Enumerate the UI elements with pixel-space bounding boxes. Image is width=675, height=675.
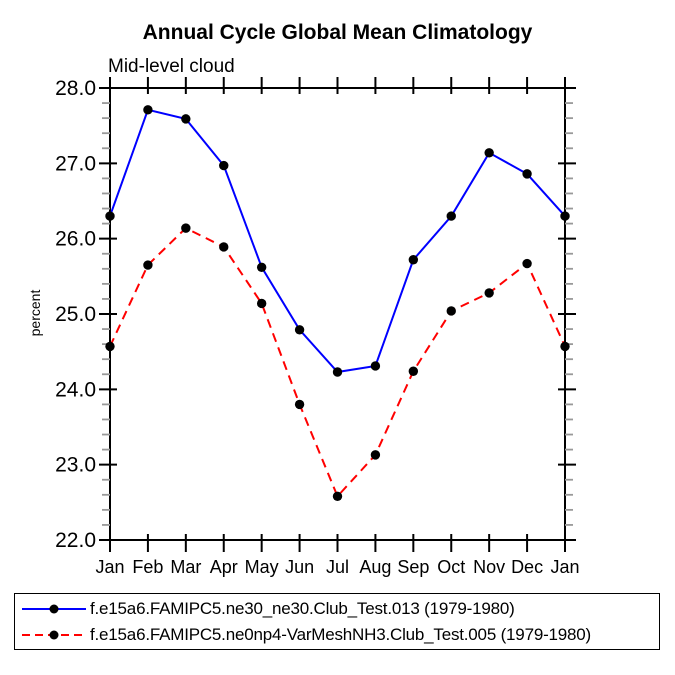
x-tick-label: Mar — [170, 557, 201, 577]
data-point-marker — [560, 341, 570, 352]
series-line-1 — [109, 226, 566, 499]
data-point-marker — [370, 361, 381, 371]
x-tick-label: Jul — [326, 557, 349, 577]
legend-item: f.e15a6.FAMIPC5.ne0np4-VarMeshNH3.Club_T… — [21, 623, 659, 646]
x-tick-label: Sep — [397, 557, 429, 577]
data-point-marker — [105, 211, 115, 221]
data-point-marker — [181, 223, 191, 233]
data-point-marker — [484, 288, 494, 298]
data-point-marker — [143, 105, 153, 115]
data-point-marker — [332, 491, 343, 502]
x-tick-label: Apr — [210, 557, 238, 577]
data-point-marker — [105, 341, 115, 352]
x-tick-label: Oct — [437, 557, 465, 577]
legend-label: f.e15a6.FAMIPC5.ne30_ne30.Club_Test.013 … — [90, 598, 515, 618]
data-point-marker — [256, 298, 267, 309]
data-point-marker — [408, 255, 419, 265]
data-point-marker — [332, 367, 343, 377]
data-point-marker — [370, 450, 381, 460]
y-tick-label: 25.0 — [55, 303, 96, 326]
data-point-marker — [408, 366, 419, 376]
x-tick-label: May — [245, 557, 279, 577]
data-point-marker — [143, 260, 153, 270]
x-tick-label: Feb — [132, 557, 163, 577]
y-tick-label: 26.0 — [55, 228, 96, 251]
series-line-0 — [109, 108, 566, 374]
data-point-marker — [294, 399, 305, 410]
x-tick-label: Dec — [511, 557, 543, 577]
x-tick-label: Aug — [359, 557, 391, 577]
y-tick-label: 24.0 — [55, 378, 96, 401]
y-tick-label: 28.0 — [55, 77, 96, 100]
chart-subtitle: Mid-level cloud — [108, 56, 235, 77]
legend-marker-icon — [49, 604, 59, 613]
legend-marker-icon — [49, 630, 59, 639]
x-tick-label: Jan — [550, 557, 579, 577]
data-point-marker — [560, 211, 570, 221]
data-point-marker — [522, 169, 532, 179]
x-tick-label: Nov — [473, 557, 505, 577]
legend-item: f.e15a6.FAMIPC5.ne30_ne30.Club_Test.013 … — [21, 597, 659, 620]
y-tick-label: 27.0 — [55, 152, 96, 175]
data-point-marker — [181, 114, 191, 124]
data-point-marker — [219, 242, 229, 252]
data-point-marker — [256, 262, 267, 272]
data-point-marker — [219, 160, 229, 171]
legend-line-sample-solid — [22, 604, 86, 613]
plot-frame — [109, 87, 566, 541]
data-point-marker — [294, 325, 305, 335]
chart-title: Annual Cycle Global Mean Climatology — [142, 21, 533, 44]
x-tick-label: Jun — [285, 557, 314, 577]
data-point-marker — [446, 306, 456, 316]
data-point-marker — [446, 211, 456, 221]
y-tick-label: 23.0 — [55, 454, 96, 477]
y-tick-label: 22.0 — [55, 529, 96, 552]
legend-label: f.e15a6.FAMIPC5.ne0np4-VarMeshNH3.Club_T… — [90, 624, 592, 644]
legend-line-sample-dashed — [22, 630, 86, 639]
x-tick-label: Jan — [95, 557, 124, 577]
data-point-marker — [484, 148, 494, 158]
legend-box: f.e15a6.FAMIPC5.ne30_ne30.Club_Test.013 … — [14, 593, 660, 650]
data-point-marker — [522, 258, 532, 269]
